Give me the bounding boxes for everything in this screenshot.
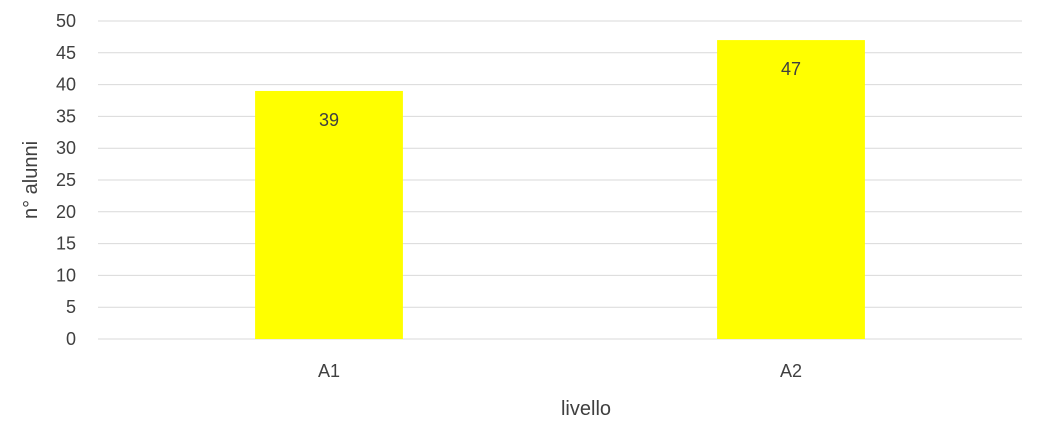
y-tick-label: 30 xyxy=(56,138,76,158)
y-tick-label: 0 xyxy=(66,329,76,349)
y-tick-label: 40 xyxy=(56,75,76,95)
x-tick-label-a1: A1 xyxy=(318,361,340,381)
x-tick-labels: A1 A2 xyxy=(318,361,802,381)
y-tick-label: 20 xyxy=(56,202,76,222)
data-label-a2: 47 xyxy=(781,59,801,79)
bars xyxy=(255,40,865,340)
data-label-a1: 39 xyxy=(319,110,339,130)
y-tick-label: 45 xyxy=(56,43,76,63)
y-tick-label: 25 xyxy=(56,170,76,190)
y-tick-label: 10 xyxy=(56,265,76,285)
gridlines xyxy=(98,20,1022,340)
x-tick-label-a2: A2 xyxy=(780,361,802,381)
x-axis-label: livello xyxy=(561,398,611,420)
y-tick-label: 15 xyxy=(56,234,76,254)
y-tick-label: 35 xyxy=(56,106,76,126)
bar-a1 xyxy=(255,90,403,340)
bar-a2 xyxy=(717,40,865,339)
y-tick-label: 5 xyxy=(66,297,76,317)
data-labels: 39 47 xyxy=(319,59,801,130)
y-axis-label: n° alunni xyxy=(20,141,42,219)
y-tick-labels: 0 5 10 15 20 25 30 35 40 45 50 xyxy=(56,11,76,349)
y-tick-label: 50 xyxy=(56,11,76,31)
